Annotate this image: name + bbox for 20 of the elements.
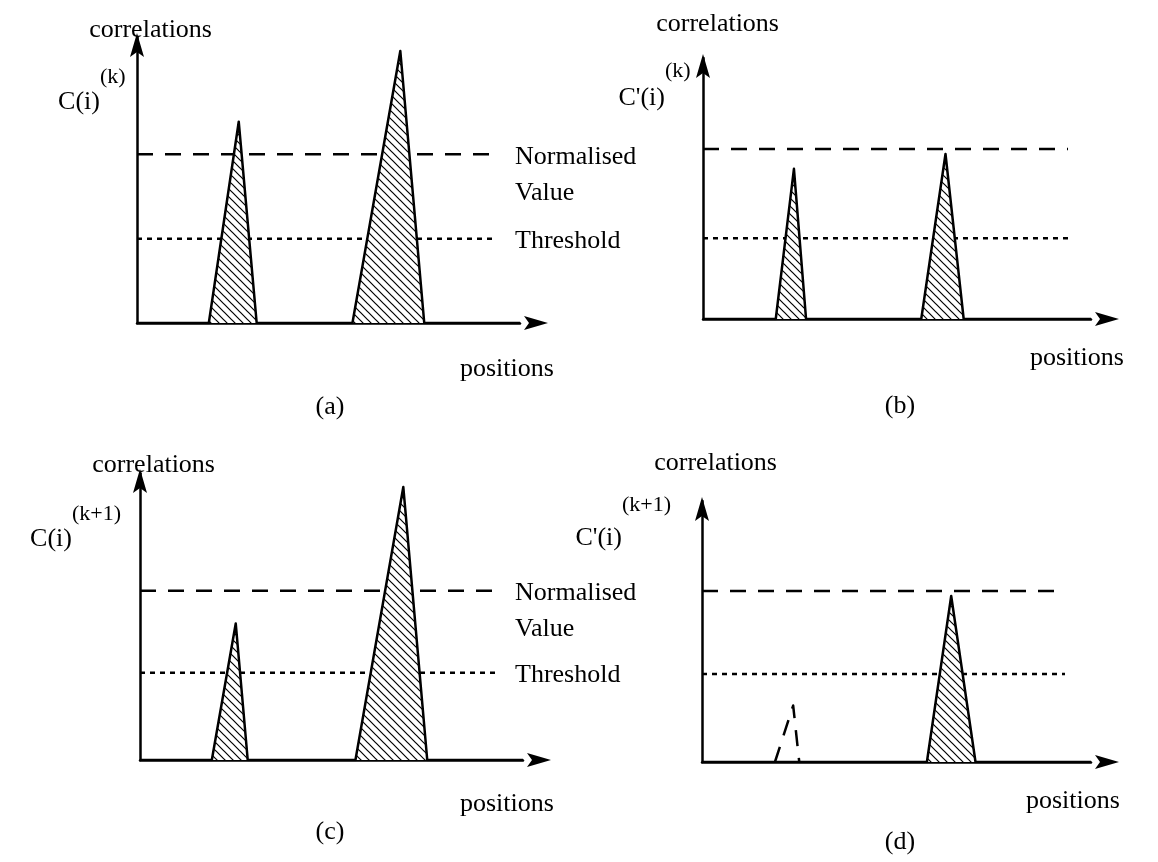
text: C'(i)(k+1) xyxy=(575,490,672,551)
x-axis-title: positions xyxy=(460,352,554,382)
x-axis-title: positions xyxy=(1026,784,1120,814)
text: C'(i)(k) xyxy=(618,56,691,111)
y-axis-title: correlations xyxy=(656,7,779,37)
text: C(i)(k) xyxy=(58,62,126,115)
text: (c) xyxy=(315,815,345,845)
text: (d) xyxy=(884,825,916,855)
y-axis-title: correlations xyxy=(654,446,777,476)
ref-line-label: Threshold xyxy=(515,659,621,689)
ref-line-label: Threshold xyxy=(515,225,621,255)
text: C(i)(k+1) xyxy=(30,499,122,552)
ref-line-label: Normalised Value xyxy=(515,577,643,643)
y-axis-title: correlations xyxy=(89,13,212,43)
x-axis-title: positions xyxy=(1030,341,1124,371)
y-axis-title: correlations xyxy=(92,448,215,478)
text: (a) xyxy=(315,390,345,420)
text: (b) xyxy=(884,389,916,419)
x-axis-title: positions xyxy=(460,787,554,817)
ref-line-label: Normalised Value xyxy=(515,140,643,206)
